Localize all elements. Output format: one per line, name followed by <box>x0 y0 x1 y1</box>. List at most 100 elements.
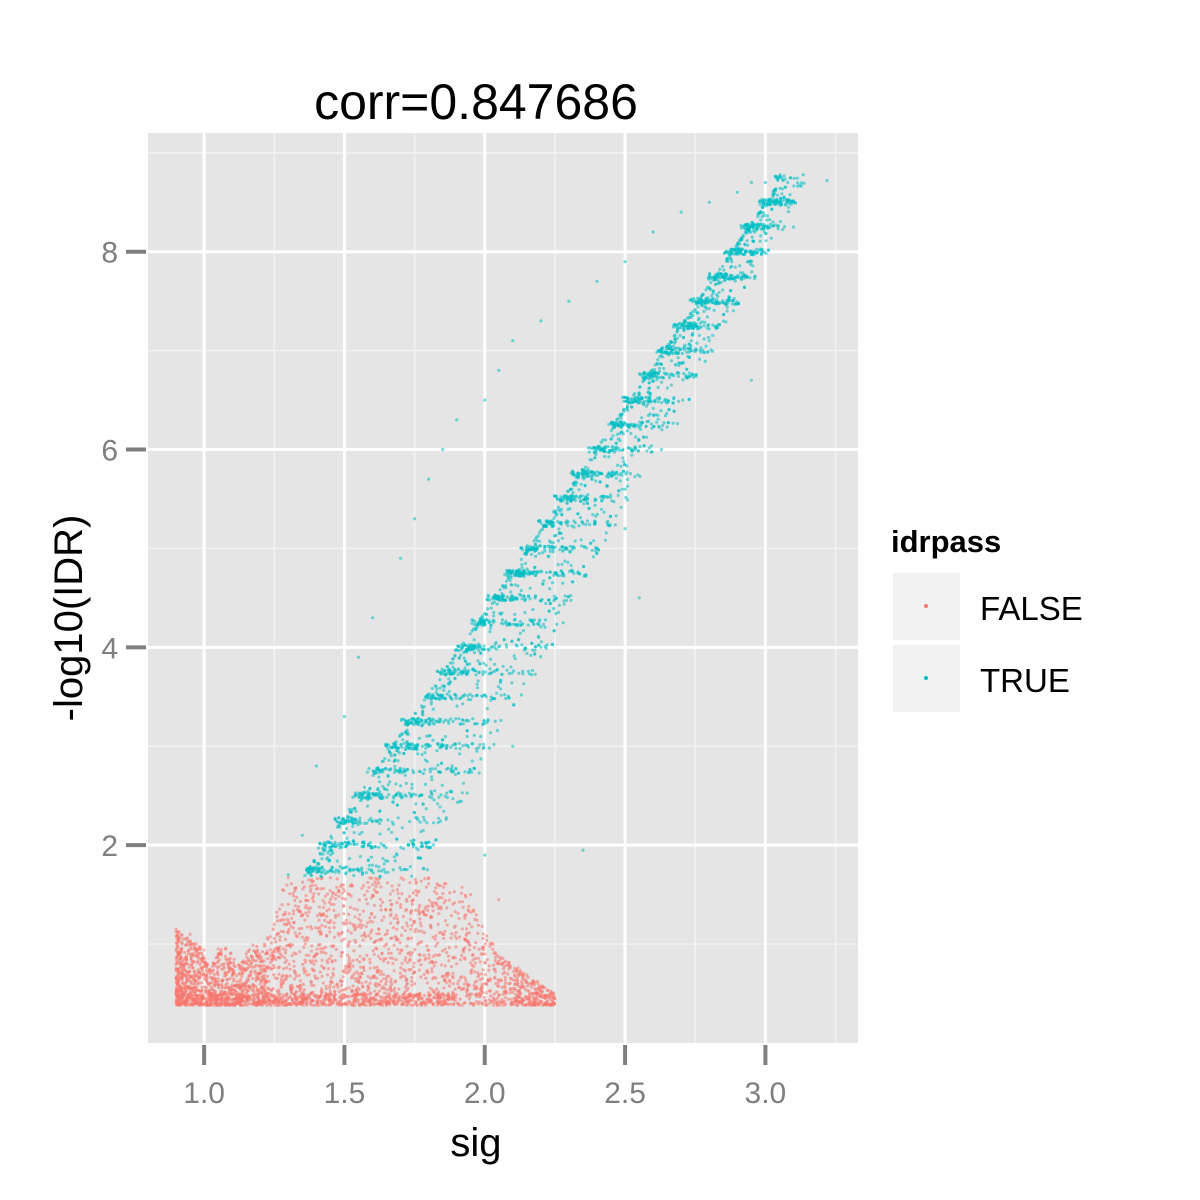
false-point <box>508 966 512 970</box>
false-point <box>312 891 316 896</box>
false-point <box>336 913 341 917</box>
true-point <box>786 210 791 214</box>
false-point <box>235 974 239 978</box>
false-point <box>207 968 212 972</box>
true-point <box>702 309 706 313</box>
true-point <box>468 632 472 636</box>
false-point <box>222 965 226 969</box>
false-point <box>377 989 381 993</box>
false-point <box>400 933 404 938</box>
true-point <box>438 686 442 690</box>
false-point <box>440 949 445 953</box>
false-point <box>393 935 397 939</box>
false-point <box>268 948 272 952</box>
false-point <box>325 892 330 896</box>
true-point <box>561 621 565 625</box>
true-point <box>707 306 712 311</box>
false-point <box>388 892 392 896</box>
false-point <box>202 972 206 976</box>
false-point <box>467 948 472 952</box>
false-point <box>180 998 184 1002</box>
false-point <box>230 974 234 978</box>
false-point <box>237 963 241 967</box>
false-point <box>539 995 544 999</box>
true-point <box>504 645 509 649</box>
false-point <box>417 889 421 893</box>
true-point <box>461 744 465 748</box>
false-point <box>452 890 456 894</box>
false-point <box>291 891 295 895</box>
false-point <box>195 996 199 1000</box>
false-point <box>359 919 363 923</box>
false-point <box>525 989 529 993</box>
false-point <box>271 927 275 931</box>
false-point <box>195 953 199 957</box>
false-point <box>229 951 233 955</box>
false-point <box>422 912 427 917</box>
false-point <box>318 932 323 936</box>
false-point <box>442 885 446 889</box>
true-point <box>529 552 534 557</box>
false-point <box>400 961 404 966</box>
true-point <box>603 538 608 542</box>
false-point <box>267 979 271 984</box>
false-point <box>365 993 369 997</box>
false-point <box>294 990 298 994</box>
true-point <box>377 869 381 873</box>
false-point <box>302 968 306 972</box>
false-point <box>240 983 245 988</box>
false-point <box>343 897 347 901</box>
false-point <box>506 972 510 976</box>
false-point <box>392 943 396 947</box>
false-point <box>443 919 447 923</box>
true-point <box>616 493 620 497</box>
true-point <box>539 521 543 525</box>
false-point <box>205 973 209 977</box>
false-point <box>460 927 464 931</box>
false-point <box>236 1000 241 1004</box>
false-point <box>483 1003 487 1007</box>
true-point <box>758 239 762 243</box>
false-point <box>284 977 288 981</box>
false-point <box>364 897 368 901</box>
true-point <box>463 666 467 670</box>
false-point <box>262 959 266 963</box>
false-point <box>400 1002 404 1007</box>
true-point <box>422 818 427 822</box>
false-point <box>371 894 375 898</box>
false-point <box>391 889 395 893</box>
false-point <box>332 925 336 930</box>
false-point <box>357 898 361 902</box>
false-point <box>414 1000 418 1005</box>
false-point <box>457 900 461 904</box>
false-point <box>464 913 468 917</box>
true-point <box>625 498 630 502</box>
false-point <box>374 981 378 986</box>
false-point <box>287 962 291 966</box>
false-point <box>232 969 236 973</box>
true-point <box>711 323 715 327</box>
false-point <box>244 952 248 956</box>
false-point <box>496 978 500 982</box>
false-point <box>278 935 282 939</box>
false-point <box>430 967 434 971</box>
true-point <box>528 544 532 548</box>
false-point <box>290 998 294 1002</box>
false-point <box>509 1003 513 1007</box>
true-point <box>439 819 443 823</box>
false-point <box>514 1000 518 1004</box>
true-point <box>745 239 749 243</box>
false-point <box>324 951 328 955</box>
false-point <box>325 934 329 938</box>
false-point <box>180 942 184 946</box>
false-point <box>297 973 301 978</box>
false-point <box>179 949 183 953</box>
false-point <box>399 976 403 980</box>
true-point <box>783 177 787 181</box>
false-point <box>364 1003 368 1007</box>
false-point <box>441 892 445 896</box>
false-point <box>497 993 501 997</box>
false-point <box>267 1002 271 1006</box>
true-point <box>442 720 446 724</box>
false-point <box>480 972 484 976</box>
